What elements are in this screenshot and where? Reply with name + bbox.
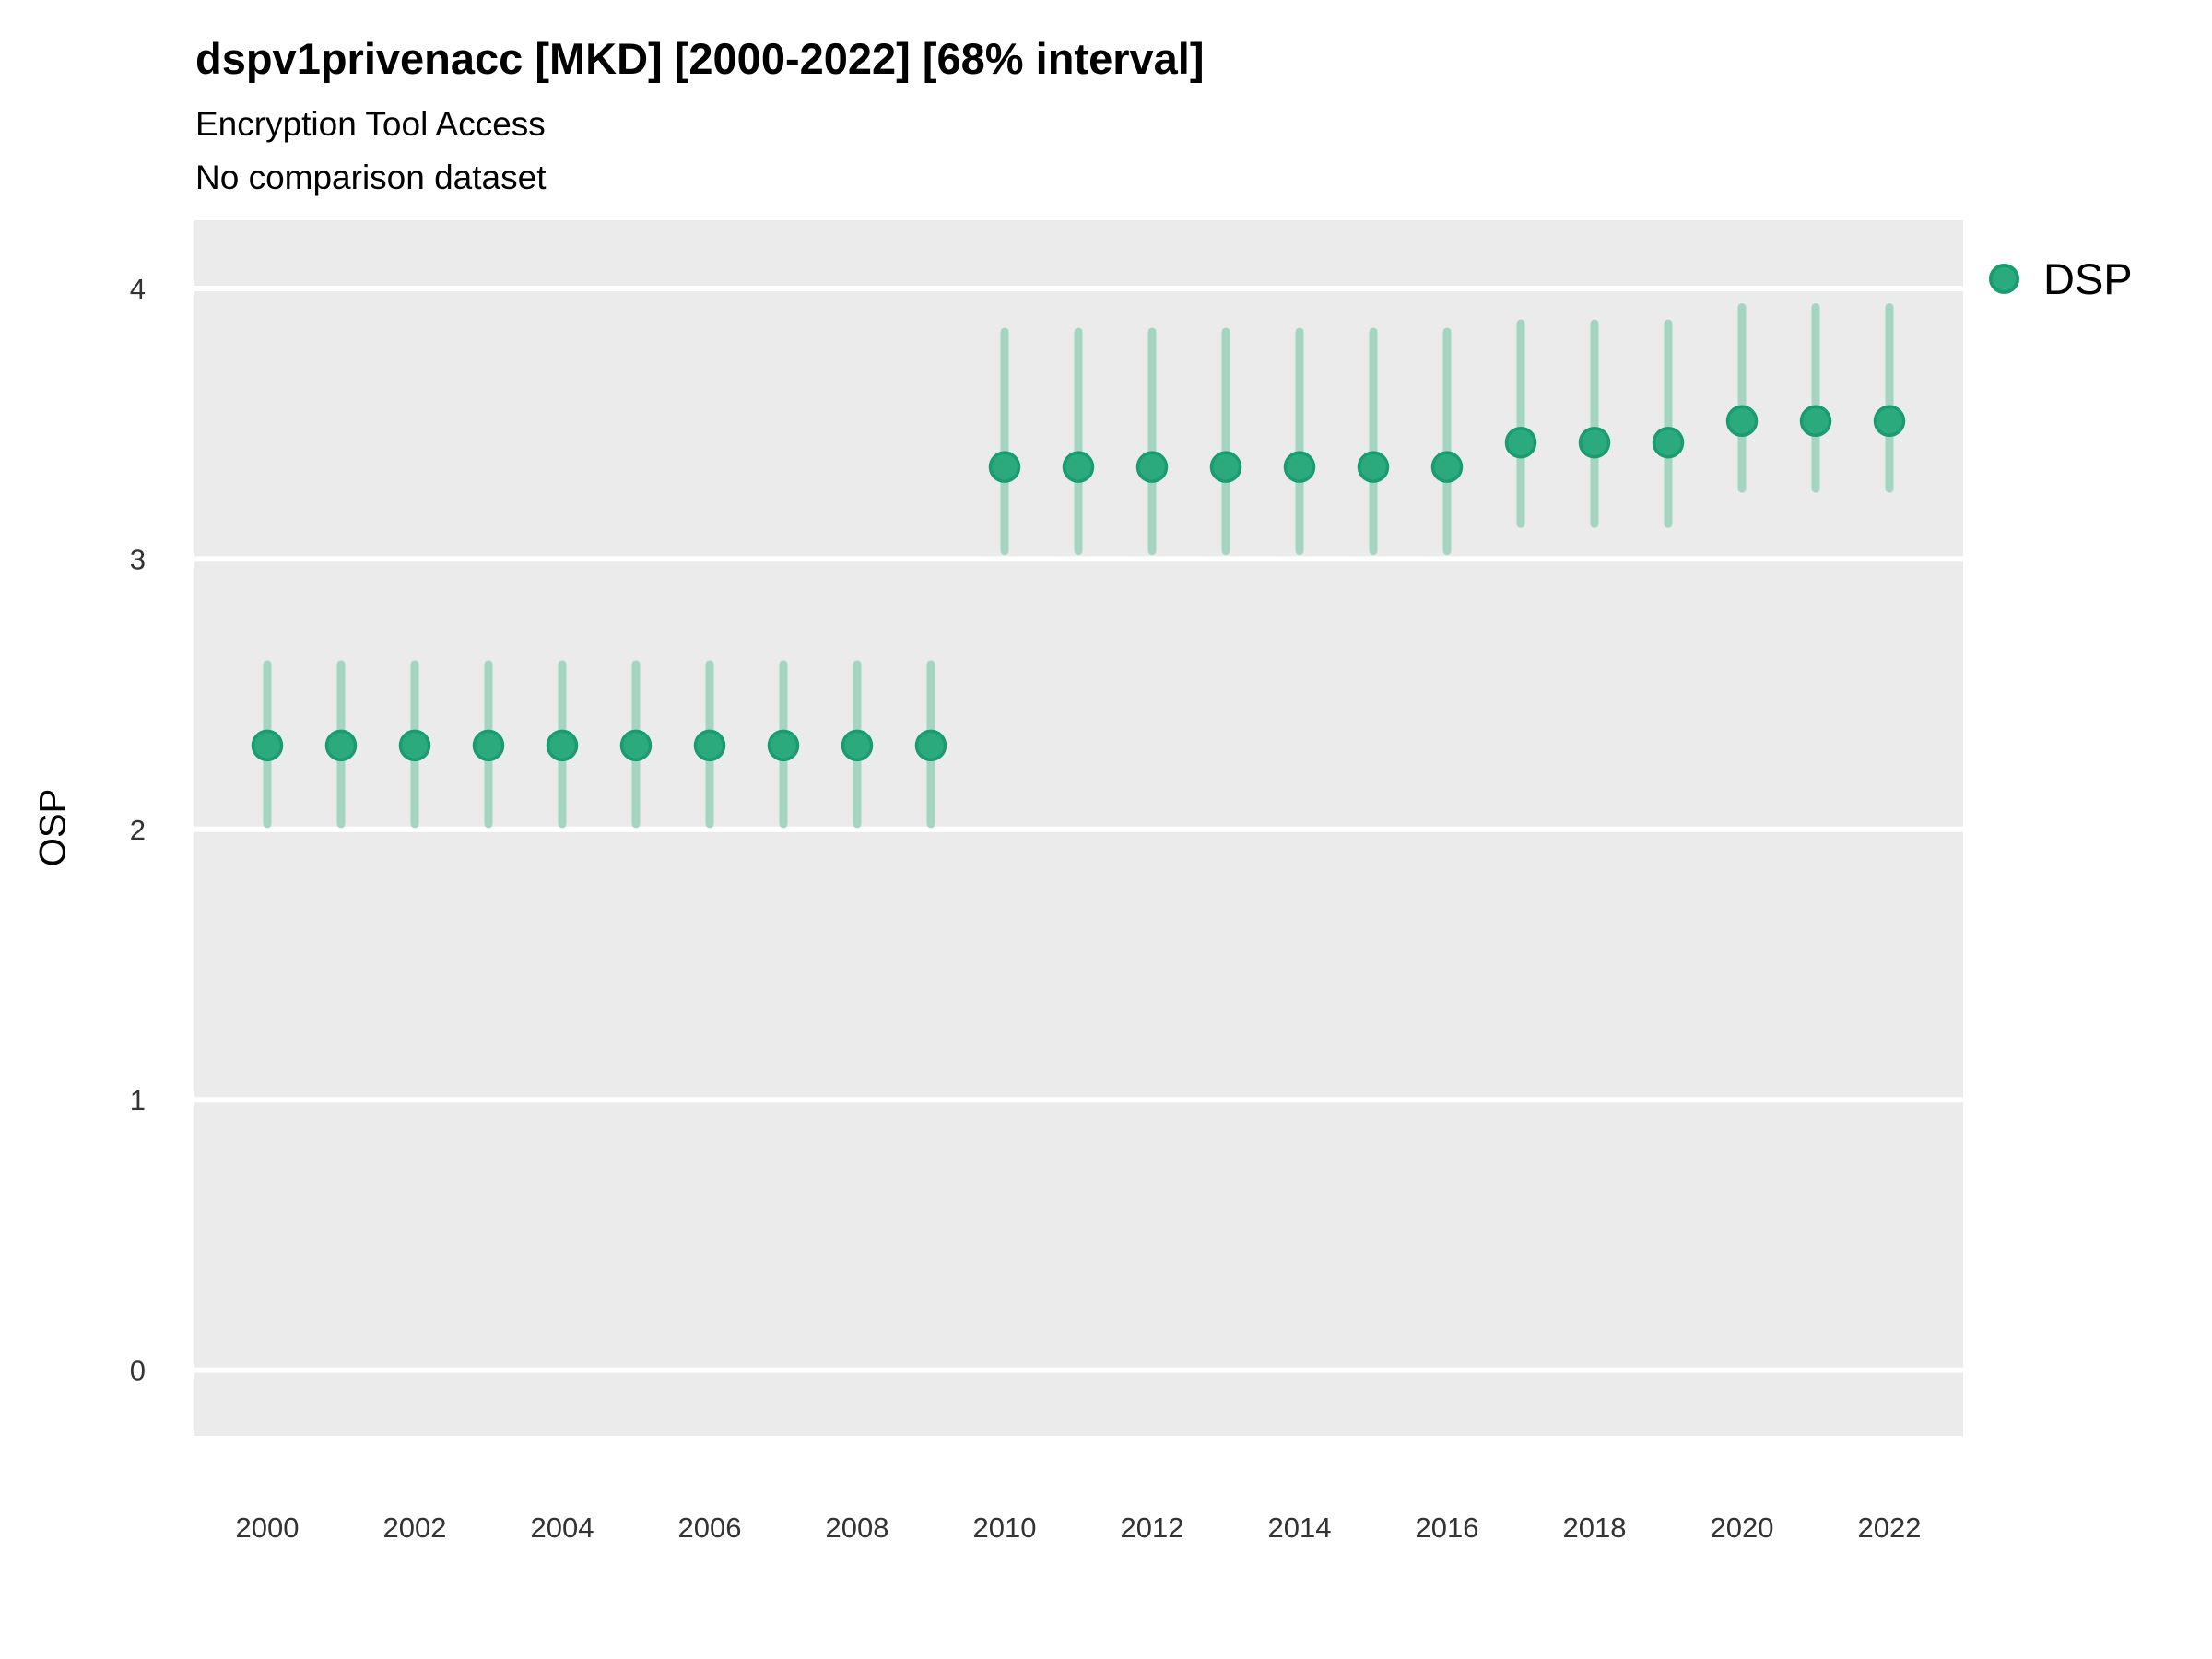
x-tick-label: 2016 (1416, 1512, 1479, 1544)
data-point-2016 (1430, 451, 1464, 483)
data-point-2005 (619, 729, 653, 762)
data-point-2000 (251, 729, 284, 762)
legend: DSP (1989, 253, 2133, 304)
y-tick-label: 2 (130, 814, 146, 846)
legend-label-dsp: DSP (2043, 254, 2133, 303)
chart-title: dspv1privenacc [MKD] [2000-2022] [68% in… (195, 34, 1205, 83)
x-tick-label: 2000 (236, 1512, 300, 1544)
y-tick-label: 1 (130, 1084, 146, 1116)
data-point-2006 (693, 729, 726, 762)
data-point-2008 (841, 729, 874, 762)
x-tick-label: 2020 (1711, 1512, 1774, 1544)
data-point-2014 (1283, 451, 1316, 483)
data-point-2022 (1873, 405, 1906, 438)
data-point-2002 (398, 729, 431, 762)
x-tick-label: 2014 (1268, 1512, 1332, 1544)
data-point-2011 (1062, 451, 1095, 483)
x-tick-label: 2002 (383, 1512, 447, 1544)
x-tick-label: 2022 (1858, 1512, 1922, 1544)
data-point-2017 (1504, 426, 1537, 459)
x-tick-label: 2010 (973, 1512, 1037, 1544)
data-point-2019 (1652, 426, 1685, 459)
x-tick-label: 2006 (678, 1512, 742, 1544)
x-tick-label: 2004 (531, 1512, 594, 1544)
x-tick-label: 2008 (826, 1512, 889, 1544)
y-tick-label: 3 (130, 543, 146, 575)
chart-subtitle: Encryption Tool Access (195, 105, 546, 143)
y-tick-label: 0 (130, 1355, 146, 1387)
data-point-2003 (472, 729, 505, 762)
data-point-2012 (1135, 451, 1169, 483)
data-point-2009 (914, 729, 947, 762)
legend-point-icon (1989, 264, 2019, 294)
y-axis-title: OSP (32, 788, 74, 867)
data-point-2018 (1578, 426, 1611, 459)
x-tick-label: 2018 (1563, 1512, 1627, 1544)
chart-note: No comparison dataset (195, 159, 547, 196)
data-point-2013 (1209, 451, 1242, 483)
data-point-2015 (1357, 451, 1390, 483)
y-tick-label: 4 (130, 273, 146, 305)
data-point-2004 (546, 729, 579, 762)
x-tick-label: 2012 (1121, 1512, 1184, 1544)
data-point-2001 (324, 729, 358, 762)
data-point-2007 (767, 729, 800, 762)
data-point-2021 (1799, 405, 1832, 438)
data-point-2020 (1725, 405, 1759, 438)
data-point-2010 (988, 451, 1021, 483)
